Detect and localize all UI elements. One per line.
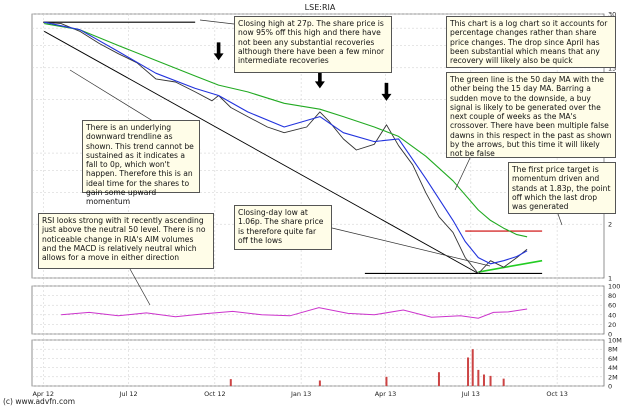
volume-bar [482, 374, 485, 386]
price-tick-label: 2 [608, 221, 612, 229]
pointer-rsi [129, 268, 151, 306]
price-tick-label: 15 [608, 64, 616, 72]
rsi-tick-label: 40 [608, 311, 616, 319]
note-rsi: RSI looks strong with it recently ascend… [38, 213, 214, 269]
rsi-series [61, 307, 528, 319]
x-tick-label: Jul 12 [118, 390, 137, 398]
x-tick-label: Oct 13 [546, 390, 568, 398]
false-signal-arrows [213, 42, 392, 101]
volume-tick-label: 0 [608, 383, 612, 391]
series-price [44, 21, 528, 274]
note-closing-low: Closing-day low at 1.06p. The share pric… [234, 205, 332, 250]
x-tick-label: Jul 13 [461, 390, 480, 398]
rsi-line [61, 307, 528, 319]
series-ma15 [44, 21, 528, 265]
pointer-closing-high [199, 19, 235, 25]
volume-bar [229, 379, 232, 386]
price-tick-label: 1 [608, 275, 612, 283]
axis-ticks: 12345101520253002040608010002M4M6M8M10MA… [32, 11, 621, 399]
volume-tick-label: 6M [608, 355, 618, 363]
price-series [44, 21, 528, 274]
volume-bar [471, 349, 474, 386]
volume-bar [467, 357, 470, 386]
pointer-price-target [557, 213, 563, 226]
volume-tick-label: 8M [608, 346, 618, 354]
x-tick-label: Jan 13 [290, 390, 311, 398]
down-arrow-icon [213, 42, 224, 61]
price-tick-label: 30 [608, 11, 616, 19]
pointer-closing-low [331, 227, 491, 267]
rsi-tick-label: 80 [608, 292, 616, 300]
volume-bar [385, 376, 388, 386]
note-price-target: The first price target is momentum drive… [508, 162, 616, 214]
down-arrow-icon [314, 70, 325, 89]
volume-panel-frame [31, 339, 605, 387]
rsi-tick-label: 20 [608, 321, 616, 329]
volume-tick-label: 2M [608, 373, 618, 381]
volume-bar [318, 380, 321, 386]
pointer-moving-averages [454, 157, 471, 191]
x-tick-label: Apr 13 [375, 390, 397, 398]
note-moving-averages: The green line is the 50 day MA with the… [446, 72, 616, 158]
volume-bar [477, 369, 480, 386]
down-arrow-icon [381, 82, 392, 101]
volume-tick-label: 10M [608, 337, 622, 345]
series-ma50 [44, 23, 528, 238]
downward-trendline [43, 30, 479, 274]
volume-bars [229, 349, 505, 386]
source-credit: (c) www.advfn.com [3, 397, 75, 406]
level-lines [43, 21, 543, 275]
chart-title: LSE:RIA [305, 3, 336, 12]
rsi-tick-label: 60 [608, 302, 616, 310]
rsi-tick-label: 0 [608, 331, 612, 339]
note-log-chart: This chart is a log chart so it accounts… [446, 16, 616, 68]
x-tick-label: Apr 12 [32, 390, 54, 398]
volume-bar [489, 375, 492, 386]
volume-bar [502, 378, 505, 386]
volume-bar [437, 372, 440, 386]
volume-tick-label: 4M [608, 364, 618, 372]
note-trendline: There is an underlying downward trendlin… [82, 120, 200, 206]
note-closing-high: Closing high at 27p. The share price is … [234, 16, 392, 73]
support-line [478, 259, 543, 273]
rsi-tick-label: 100 [608, 283, 620, 291]
x-tick-label: Oct 12 [204, 390, 226, 398]
